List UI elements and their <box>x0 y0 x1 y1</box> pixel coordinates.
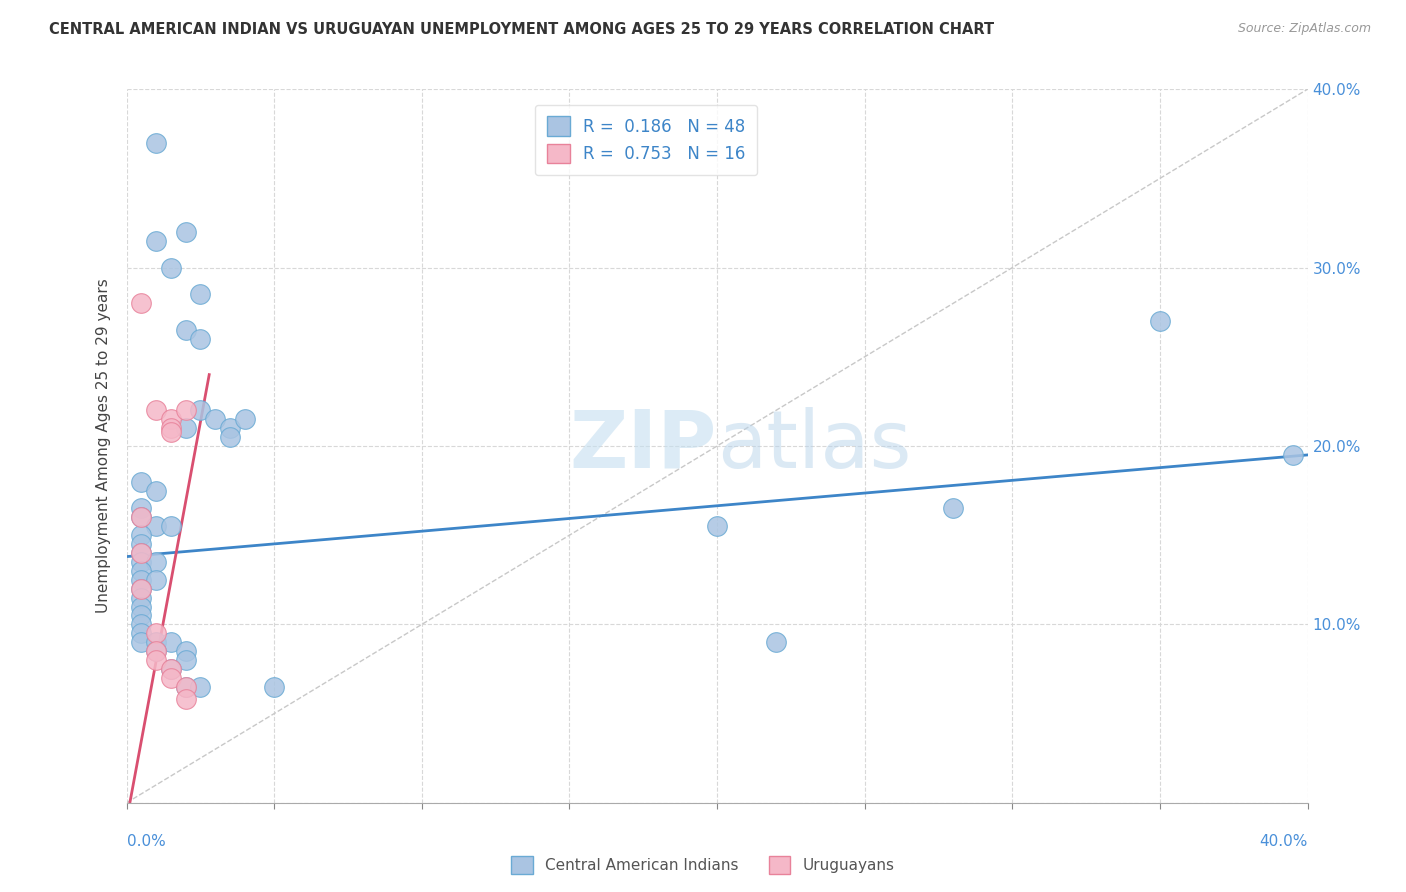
Point <box>129 564 153 578</box>
Point <box>159 635 183 649</box>
Point <box>129 555 153 569</box>
Point <box>129 546 153 560</box>
Point <box>129 635 153 649</box>
Point <box>145 626 167 640</box>
Point <box>129 546 153 560</box>
Text: CENTRAL AMERICAN INDIAN VS URUGUAYAN UNEMPLOYMENT AMONG AGES 25 TO 29 YEARS CORR: CENTRAL AMERICAN INDIAN VS URUGUAYAN UNE… <box>49 22 994 37</box>
Point <box>145 644 167 658</box>
Point <box>174 421 197 435</box>
Point <box>129 475 153 489</box>
Legend: R =  0.186   N = 48, R =  0.753   N = 16: R = 0.186 N = 48, R = 0.753 N = 16 <box>536 104 758 175</box>
Point <box>942 501 965 516</box>
Point <box>145 644 167 658</box>
Point <box>174 644 197 658</box>
Legend: Central American Indians, Uruguayans: Central American Indians, Uruguayans <box>505 850 901 880</box>
Point <box>204 412 226 426</box>
Point <box>174 323 197 337</box>
Point <box>129 296 153 310</box>
Point <box>159 671 183 685</box>
Point <box>129 582 153 596</box>
Point <box>145 483 167 498</box>
Point <box>145 635 167 649</box>
Point <box>129 573 153 587</box>
Point <box>129 510 153 524</box>
Point <box>174 403 197 417</box>
Point <box>159 662 183 676</box>
Point <box>145 136 167 150</box>
Point <box>129 626 153 640</box>
Text: Source: ZipAtlas.com: Source: ZipAtlas.com <box>1237 22 1371 36</box>
Text: 40.0%: 40.0% <box>1260 834 1308 849</box>
Point <box>129 591 153 605</box>
Point <box>174 680 197 694</box>
Point <box>145 519 167 533</box>
Point <box>145 653 167 667</box>
Point <box>129 599 153 614</box>
Text: 0.0%: 0.0% <box>127 834 166 849</box>
Point <box>129 510 153 524</box>
Point <box>129 528 153 542</box>
Point <box>129 501 153 516</box>
Point <box>219 430 242 444</box>
Point <box>145 555 167 569</box>
Point <box>188 403 211 417</box>
Point <box>159 519 183 533</box>
Point <box>159 425 183 439</box>
Point <box>219 421 242 435</box>
Point <box>129 608 153 623</box>
Point <box>129 582 153 596</box>
Point <box>188 287 211 301</box>
Point <box>233 412 256 426</box>
Point <box>1282 448 1305 462</box>
Point <box>145 234 167 248</box>
Text: atlas: atlas <box>717 407 911 485</box>
Point <box>129 537 153 551</box>
Point <box>188 332 211 346</box>
Point <box>188 680 211 694</box>
Point <box>174 680 197 694</box>
Point <box>174 653 197 667</box>
Point <box>765 635 787 649</box>
Point <box>159 662 183 676</box>
Point <box>145 573 167 587</box>
Point <box>159 421 183 435</box>
Point <box>174 692 197 706</box>
Point <box>706 519 728 533</box>
Text: ZIP: ZIP <box>569 407 717 485</box>
Point <box>129 617 153 632</box>
Point <box>174 225 197 239</box>
Point <box>263 680 285 694</box>
Y-axis label: Unemployment Among Ages 25 to 29 years: Unemployment Among Ages 25 to 29 years <box>96 278 111 614</box>
Point <box>145 403 167 417</box>
Point <box>159 412 183 426</box>
Point <box>159 260 183 275</box>
Point <box>1149 314 1171 328</box>
